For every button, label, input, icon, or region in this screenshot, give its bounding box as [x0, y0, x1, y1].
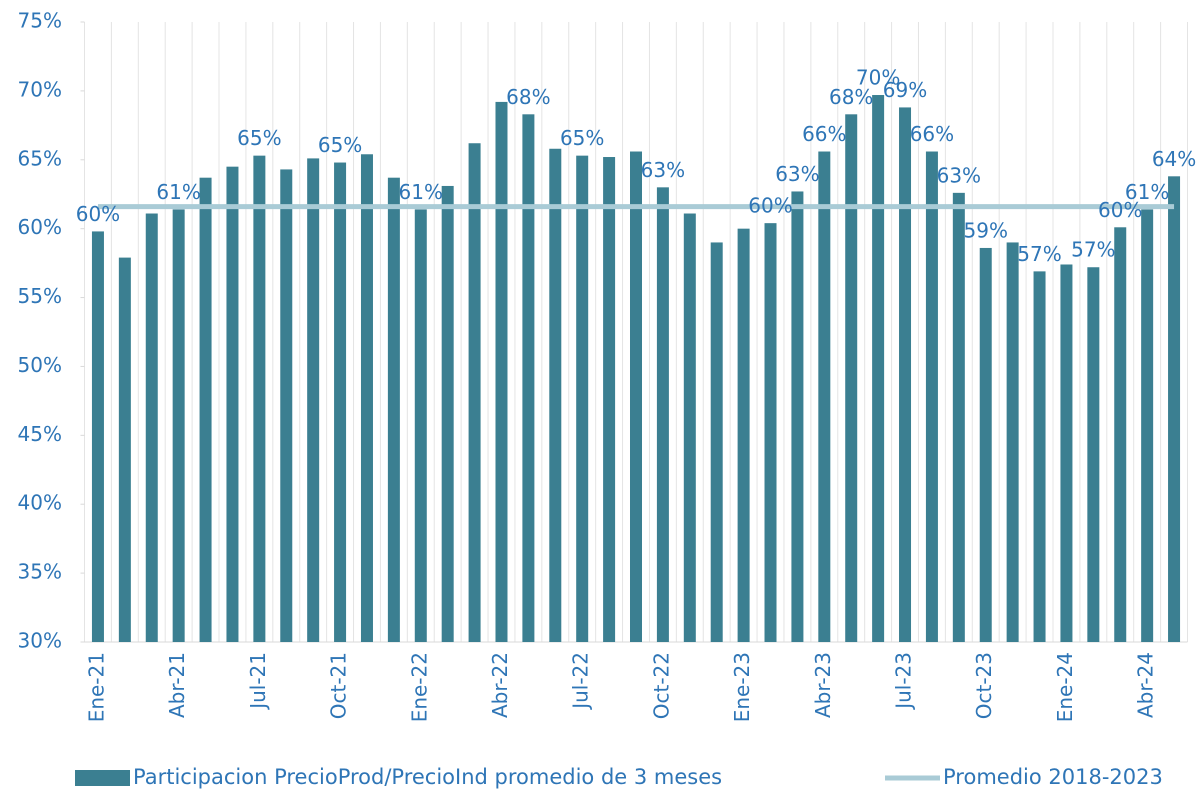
- x-tick-label: Oct-22: [649, 652, 673, 719]
- data-label: 65%: [560, 126, 604, 150]
- data-label: 57%: [1071, 238, 1115, 262]
- bar: [952, 192, 965, 642]
- x-tick-label: Abr-22: [488, 652, 512, 718]
- x-tick-label: Jul-21: [246, 652, 270, 711]
- bar: [1168, 176, 1181, 643]
- bar: [872, 95, 885, 643]
- bar: [387, 177, 400, 642]
- data-label: 61%: [1125, 180, 1169, 204]
- bar: [360, 154, 373, 642]
- bar: [818, 151, 831, 642]
- bar: [307, 158, 320, 642]
- y-tick-label: 40%: [18, 491, 62, 515]
- bar: [1114, 227, 1127, 643]
- bar: [1060, 264, 1073, 642]
- bar: [1141, 209, 1154, 642]
- data-label: 60%: [76, 202, 120, 226]
- y-tick-label: 50%: [18, 353, 62, 377]
- bar: [1006, 242, 1019, 642]
- data-label: 60%: [748, 194, 792, 218]
- bar: [925, 151, 938, 642]
- y-tick-label: 35%: [18, 560, 62, 584]
- x-tick-label: Abr-21: [165, 652, 189, 718]
- y-tick-label: 75%: [18, 9, 62, 33]
- bar: [899, 107, 912, 642]
- legend-swatch: [75, 770, 130, 786]
- x-tick-label: Ene-21: [84, 652, 108, 722]
- x-tick-label: Ene-22: [407, 652, 431, 722]
- y-tick-label: 65%: [18, 146, 62, 170]
- y-tick-label: 70%: [18, 77, 62, 101]
- data-label: 69%: [883, 78, 927, 102]
- bar: [549, 148, 562, 642]
- data-label: 70%: [856, 66, 900, 90]
- data-label: 63%: [641, 158, 685, 182]
- bar: [710, 242, 723, 642]
- y-tick-label: 45%: [18, 422, 62, 446]
- bar: [495, 101, 508, 642]
- x-tick-label: Oct-23: [972, 652, 996, 719]
- x-tick-label: Ene-24: [1053, 652, 1077, 722]
- y-tick-label: 60%: [18, 215, 62, 239]
- data-label: 59%: [964, 218, 1008, 242]
- data-label: 61%: [156, 180, 200, 204]
- data-label: 57%: [1017, 242, 1061, 266]
- bar: [603, 157, 616, 642]
- x-tick-label: Jul-22: [569, 652, 593, 711]
- data-label: 65%: [237, 126, 281, 150]
- bar: [414, 209, 427, 642]
- bar: [226, 166, 239, 642]
- bar: [656, 187, 669, 643]
- bar: [199, 177, 212, 642]
- bar: [1033, 271, 1046, 642]
- bar: [683, 213, 696, 642]
- bar: [253, 155, 266, 642]
- x-tick-label: Oct-21: [327, 652, 351, 719]
- data-label: 65%: [318, 133, 362, 157]
- bar: [172, 209, 185, 642]
- data-label: 63%: [937, 163, 981, 187]
- bar: [91, 231, 104, 642]
- bar: [441, 185, 454, 642]
- x-tick-label: Jul-23: [892, 652, 916, 711]
- data-label: 66%: [910, 122, 954, 146]
- bar: [791, 191, 804, 642]
- bar: [845, 114, 858, 643]
- bar: [522, 114, 535, 643]
- data-label: 60%: [1098, 198, 1142, 222]
- data-label: 68%: [506, 85, 550, 109]
- x-tick-label: Ene-23: [730, 652, 754, 722]
- bar: [334, 162, 347, 643]
- bar: [737, 228, 750, 642]
- bar: [1087, 267, 1100, 642]
- bar: [118, 257, 131, 642]
- data-label: 66%: [802, 122, 846, 146]
- y-tick-label: 30%: [18, 629, 62, 653]
- bar: [630, 151, 642, 642]
- data-label: 68%: [829, 85, 873, 109]
- x-tick-label: Abr-24: [1134, 652, 1158, 718]
- data-label: 63%: [775, 162, 819, 186]
- y-tick-label: 55%: [18, 284, 62, 308]
- legend-label: Participacion PrecioProd/PrecioInd prome…: [133, 765, 722, 789]
- bar: [145, 213, 158, 642]
- bar: [468, 143, 481, 642]
- bar: [576, 155, 589, 642]
- bar: [979, 247, 992, 642]
- data-label: 64%: [1152, 147, 1196, 171]
- legend-label: Promedio 2018-2023: [943, 765, 1163, 789]
- bar: [280, 169, 293, 642]
- x-tick-label: Abr-23: [811, 652, 835, 718]
- bar: [764, 223, 777, 642]
- data-label: 61%: [399, 180, 443, 204]
